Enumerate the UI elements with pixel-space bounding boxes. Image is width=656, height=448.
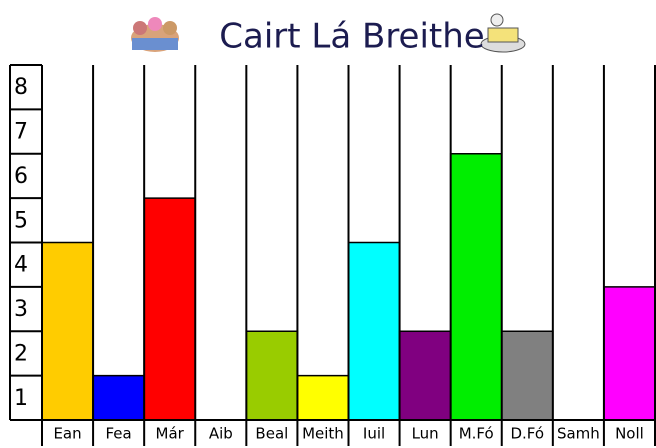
x-tick-label: Lun [412, 425, 439, 443]
chart: Cairt Lá Breithe 1 2 3 4 5 6 7 8 Ean Fea Már Aib Bea… [0, 0, 656, 448]
y-tick-label: 7 [14, 120, 28, 145]
x-tick-label: Fea [106, 425, 132, 443]
bar [400, 331, 451, 420]
x-tick-label: Ean [53, 425, 81, 443]
y-tick-label: 1 [14, 386, 28, 411]
x-tick-label: Meith [302, 425, 344, 443]
y-tick-label: 4 [14, 253, 28, 278]
bar [604, 287, 655, 420]
x-tick-label: Aib [209, 425, 233, 443]
y-tick-label: 6 [14, 164, 28, 189]
x-tick-label: D.Fó [510, 425, 544, 443]
y-tick-label: 2 [14, 341, 28, 366]
y-tick-label: 3 [14, 297, 28, 322]
bar [297, 376, 348, 420]
bar [502, 331, 553, 420]
x-tick-label: Már [156, 425, 185, 443]
x-tick-label: Beal [255, 425, 288, 443]
bar [349, 243, 400, 421]
chart-title: Cairt Lá Breithe [219, 17, 484, 57]
bar [451, 154, 502, 420]
bar [144, 198, 195, 420]
bar [93, 376, 144, 420]
family-icon [131, 17, 179, 52]
x-tick-label: Samh [557, 425, 600, 443]
x-tick-label: M.Fó [459, 425, 494, 443]
bar [246, 331, 297, 420]
x-tick-label: Noll [615, 425, 644, 443]
cake-icon [481, 14, 525, 52]
y-tick-label: 8 [14, 75, 28, 100]
x-tick-label: Iuil [363, 425, 385, 443]
bar [42, 243, 93, 421]
y-tick-label: 5 [14, 208, 28, 233]
